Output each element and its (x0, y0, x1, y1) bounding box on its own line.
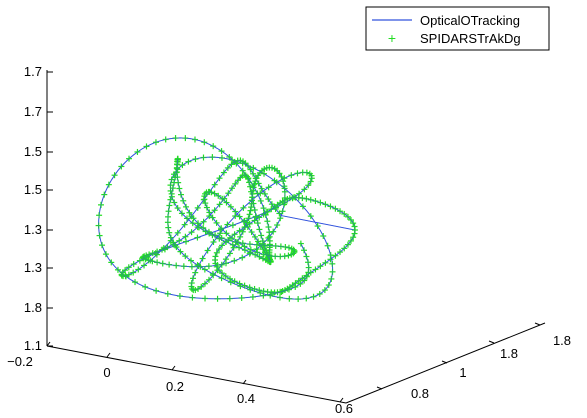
legend-box (365, 6, 550, 51)
x-tick-label: 0.4 (237, 391, 255, 406)
series-spidar-tracking-markers (95, 135, 358, 303)
z-tick-label: 1.5 (24, 182, 42, 197)
x-tick-label: 0 (103, 365, 110, 380)
legend-marker-swatch: + (388, 30, 396, 46)
z-tick-label: 1.7 (24, 104, 42, 119)
x-tick (339, 397, 344, 403)
x-tick (171, 365, 176, 371)
z-tick-label: 1.8 (24, 300, 42, 315)
x-tick (242, 379, 247, 385)
y-tick (534, 322, 541, 326)
y-axis-line (345, 322, 546, 404)
tick-marks (46, 71, 541, 403)
series-optical-tracking-line (98, 137, 356, 300)
optical-tracking-path (98, 137, 356, 300)
y-tick-label: 1.8 (500, 346, 518, 361)
spidar-marker (297, 240, 304, 247)
x-tick (46, 341, 51, 347)
z-tick-label: 1.1 (24, 338, 42, 353)
z-tick-label: 1.3 (24, 260, 42, 275)
legend-label-optical: OpticalOTracking (420, 13, 520, 28)
x-axis-line (46, 345, 347, 404)
y-tick-label: 0.8 (411, 386, 429, 401)
optical-tracking-path-overlay (98, 137, 356, 300)
y-tick (441, 360, 448, 364)
x-tick-label: 0.2 (166, 379, 184, 394)
z-tick-label: 1.5 (24, 144, 42, 159)
x-tick-label: −0.2 (7, 354, 33, 369)
legend-label-spidar: SPIDARSTrAkDg (420, 31, 521, 46)
y-tick-label: 1 (459, 365, 466, 380)
x-tick-label: 0.6 (335, 401, 353, 416)
y-tick-label: 1.8 (553, 333, 571, 348)
legend: OpticalOTracking + SPIDARSTrAkDg (365, 6, 550, 51)
x-tick (106, 352, 111, 358)
y-tick (376, 386, 383, 390)
y-tick (488, 340, 495, 344)
z-tick-label: 1.3 (24, 222, 42, 237)
z-tick-label: 1.7 (24, 64, 42, 79)
tick-labels: 1.1 1.8 1.3 1.3 1.5 1.5 1.7 1.7 −0.2 0 0.2 0.4 0.6 0.… (7, 64, 571, 416)
